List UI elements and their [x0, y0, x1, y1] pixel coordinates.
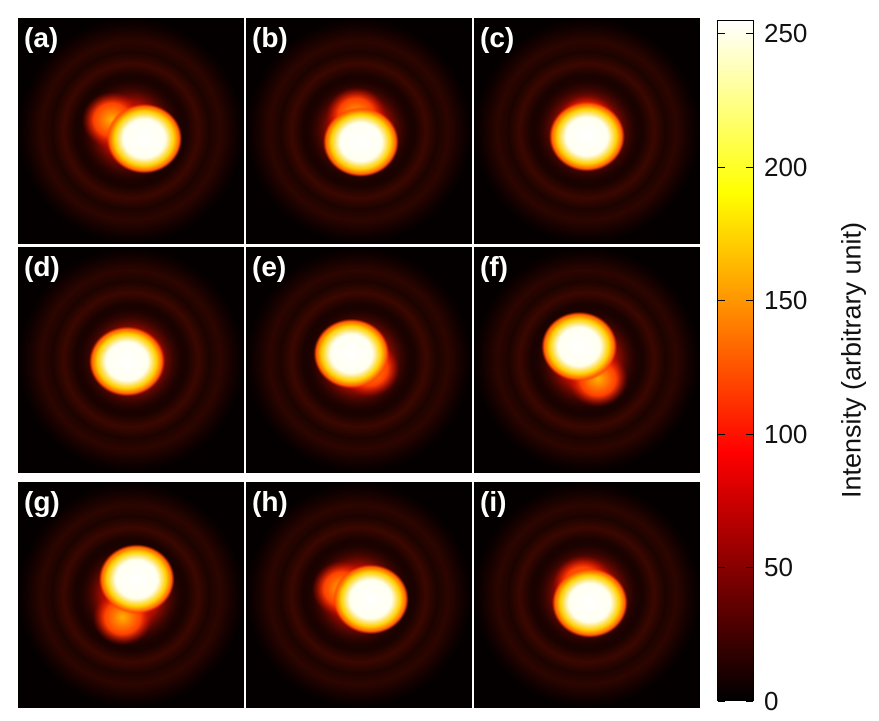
- colorbar-tick-mark: [718, 300, 725, 301]
- colorbar-tick-label: 250: [764, 18, 808, 48]
- colorbar-tick-label: 50: [764, 552, 793, 582]
- panel-label: (c): [480, 22, 515, 53]
- colorbar-tick-label: 150: [764, 285, 808, 315]
- panel-label: (a): [24, 22, 59, 53]
- panel-label: (i): [480, 486, 507, 517]
- colorbar-title: Intensity (arbitrary unit): [836, 221, 867, 499]
- panel-label: (d): [24, 251, 60, 282]
- panel-label: (e): [252, 251, 287, 282]
- bright-core: [549, 101, 625, 172]
- bright-core: [551, 567, 628, 638]
- colorbar-tick-mark: [718, 167, 725, 168]
- bright-core: [322, 107, 399, 178]
- colorbar-tick-mark: [746, 701, 753, 702]
- panel-label: (f): [480, 251, 508, 282]
- intensity-panel-i: (i): [474, 482, 700, 708]
- bright-core: [106, 103, 183, 174]
- colorbar-tick-label: 200: [764, 152, 808, 182]
- intensity-panel-e: (e): [246, 247, 472, 473]
- bright-core: [98, 544, 175, 615]
- colorbar-tick-mark: [718, 434, 725, 435]
- panel-label: (h): [252, 486, 288, 517]
- colorbar-tick-mark: [746, 167, 753, 168]
- colorbar-tick-label: 0: [764, 686, 779, 716]
- colorbar-tick-mark: [718, 567, 725, 568]
- bright-core: [332, 564, 409, 635]
- panel-label: (b): [252, 22, 288, 53]
- colorbar-tick-mark: [746, 33, 753, 34]
- intensity-panel-a: (a): [18, 18, 244, 244]
- intensity-panel-c: (c): [474, 18, 700, 244]
- bright-core: [313, 318, 390, 389]
- colorbar-tick-mark: [746, 567, 753, 568]
- colorbar-tick-mark: [746, 434, 753, 435]
- colorbar-tick-label: 100: [764, 419, 808, 449]
- panel-label: (g): [24, 486, 60, 517]
- colorbar-tick-mark: [718, 701, 725, 702]
- intensity-panel-b: (b): [246, 18, 472, 244]
- bright-core: [541, 311, 618, 382]
- intensity-panel-g: (g): [18, 482, 244, 708]
- intensity-panel-h: (h): [246, 482, 472, 708]
- colorbar-tick-mark: [718, 33, 725, 34]
- intensity-panel-f: (f): [474, 247, 700, 473]
- colorbar-tick-mark: [746, 300, 753, 301]
- bright-core: [89, 326, 166, 397]
- colorbar: [717, 20, 754, 701]
- intensity-panel-d: (d): [18, 247, 244, 473]
